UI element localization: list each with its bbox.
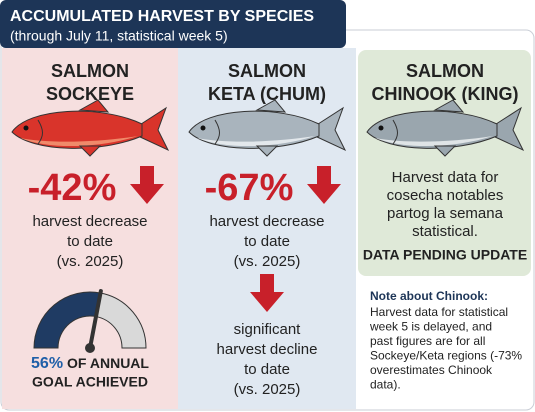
- fish-belly: [20, 136, 138, 147]
- fish-fin: [255, 145, 279, 157]
- fish-illustration: [11, 99, 170, 157]
- fish-fin: [78, 99, 110, 113]
- column-title: SALMON: [228, 61, 306, 81]
- note-text: overestimates Chinook: [370, 363, 493, 377]
- note-text: past figures are for all: [370, 334, 485, 348]
- comparison: (vs. 2025): [57, 253, 124, 270]
- change-percent: -42%: [28, 167, 117, 209]
- pending-message: statistical.: [412, 223, 478, 240]
- change-description: harvest decrease: [32, 213, 147, 230]
- change-description: to date: [67, 233, 113, 250]
- note-text: Harvest data for statistical: [370, 305, 508, 319]
- fish-eye: [200, 125, 206, 131]
- fish-body: [188, 110, 320, 149]
- detail-text: to date: [244, 361, 290, 378]
- gauge-caption-line: GOAL ACHIEVED: [32, 374, 148, 390]
- gauge-hub: [85, 343, 95, 353]
- fish-belly: [197, 136, 315, 147]
- down-arrow: [130, 166, 164, 204]
- chinook-panel: [358, 50, 531, 276]
- gauge-percent: 56%: [31, 355, 63, 372]
- fish-fin: [433, 145, 457, 157]
- content: SALMON SOCKEYE -42% harvest decrease to date…: [11, 61, 527, 398]
- column-title: SALMON: [51, 61, 129, 81]
- fish-body: [366, 110, 498, 149]
- fish-fin: [78, 145, 102, 157]
- pending-status: DATA PENDING UPDATE: [363, 247, 527, 263]
- pending-message: cosecha notables: [387, 187, 504, 204]
- down-arrow: [250, 274, 284, 312]
- detail-text: harvest decline: [217, 341, 318, 358]
- header-banner: [0, 0, 346, 48]
- column-title: KETA (CHUM): [208, 84, 326, 104]
- header-subtitle: (through July 11, statistical week 5): [10, 28, 228, 44]
- gauge-track: [95, 292, 147, 349]
- note-text: data).: [370, 378, 401, 392]
- change-description: harvest decrease: [209, 213, 324, 230]
- comparison: (vs. 2025): [234, 253, 301, 270]
- gauge-caption: 56% OF ANNUAL: [31, 355, 149, 373]
- fish-fin: [433, 99, 465, 113]
- header-title: ACCUMULATED HARVEST BY SPECIES: [10, 8, 314, 25]
- pending-message: Harvest data for: [392, 169, 499, 186]
- detail-text: significant: [234, 321, 302, 338]
- fish-gill: [392, 119, 398, 145]
- detail-comparison: (vs. 2025): [234, 381, 301, 398]
- change-description: to date: [244, 233, 290, 250]
- note-text: Sockeye/Keta regions (-73%: [370, 349, 522, 363]
- note-text: week 5 is delayed, and: [369, 320, 492, 334]
- fish-eye: [378, 125, 384, 131]
- gauge-needle: [88, 289, 103, 350]
- fish-belly: [375, 136, 493, 147]
- gauge-caption-line: OF ANNUAL: [67, 355, 149, 371]
- fish-eye: [23, 125, 29, 131]
- fish-fin: [255, 99, 287, 113]
- fish-illustration: [188, 99, 347, 157]
- pending-message: partog la semana: [387, 205, 504, 222]
- note-title: Note about Chinook:: [370, 289, 488, 303]
- column-title: CHINOOK (KING): [372, 84, 519, 104]
- fish-gill: [37, 119, 43, 145]
- fish-gill: [214, 119, 220, 145]
- column-title: SALMON: [406, 61, 484, 81]
- change-percent: -67%: [205, 167, 294, 209]
- fish-body: [11, 110, 143, 149]
- down-arrow: [307, 166, 341, 204]
- fish-illustration: [366, 99, 525, 157]
- column-title: SOCKEYE: [46, 84, 134, 104]
